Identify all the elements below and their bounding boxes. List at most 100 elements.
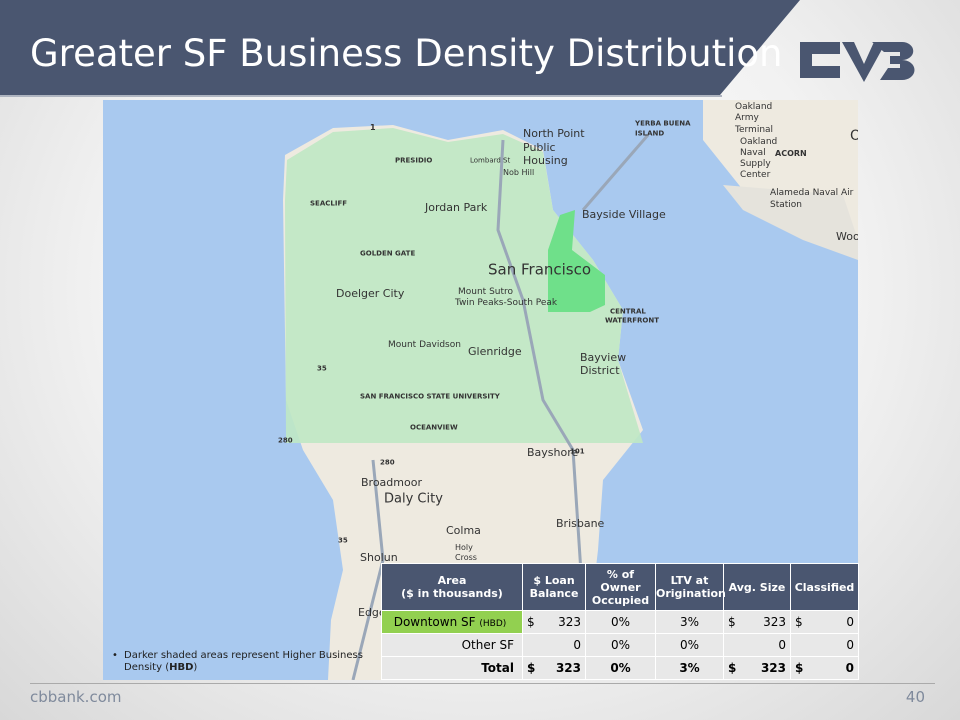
- amount: 0: [778, 638, 786, 652]
- value-cell: 3%: [655, 656, 724, 680]
- num: 0: [728, 638, 786, 652]
- map-label: Naval: [740, 148, 766, 158]
- map-label: Woodstoc: [836, 230, 858, 243]
- map-label: Oa: [850, 128, 858, 144]
- data-table: Area ($ in thousands) $ Loan Balance% of Own…: [381, 563, 859, 680]
- currency: $: [728, 661, 737, 675]
- map-label: Broadmoor: [361, 476, 422, 489]
- currency: $: [527, 661, 536, 675]
- map-label: Center: [740, 170, 771, 180]
- area-name: Other SF: [461, 638, 514, 652]
- amount: 0: [573, 638, 581, 652]
- map-label: YERBA BUENA: [634, 119, 691, 127]
- header-line: Avg. Size: [728, 580, 786, 594]
- map-label: Daly City: [384, 492, 443, 507]
- header-line: Occupied: [591, 593, 650, 607]
- map-label: Oakland: [735, 102, 772, 112]
- column-header: LTV at Origination: [655, 563, 726, 611]
- sf-area: [285, 128, 643, 443]
- map-label: SEACLIFF: [310, 199, 347, 207]
- map-label: 35: [338, 536, 348, 544]
- column-header: % of Owner Occupied: [585, 563, 656, 611]
- map-label: Bayview: [580, 351, 626, 364]
- value-cell: 0: [723, 633, 791, 657]
- currency: $: [795, 661, 804, 675]
- map-label: Bayside Village: [582, 208, 666, 221]
- map-label: PRESIDIO: [395, 156, 432, 164]
- alameda: [723, 185, 858, 260]
- value-cell: 0%: [585, 610, 656, 634]
- map-label: Station: [770, 200, 802, 210]
- amount: 323: [558, 615, 581, 629]
- logo: [800, 42, 915, 82]
- header-line: Classified: [794, 580, 855, 594]
- map-label: Oakland: [740, 137, 777, 147]
- amount: 323: [763, 615, 786, 629]
- map-label: North Point: [523, 127, 585, 140]
- map-label: 101: [570, 447, 585, 455]
- num: $0: [795, 615, 854, 629]
- value-cell: 0%: [585, 633, 656, 657]
- value-cell: $323: [723, 610, 791, 634]
- map-label: Sholun: [360, 551, 398, 564]
- map-label: Twin Peaks-South Peak: [454, 298, 558, 308]
- map-label: OCEANVIEW: [410, 423, 458, 431]
- cell-text: 0%: [610, 615, 631, 629]
- area-cell: Total: [381, 656, 523, 680]
- map-label: Brisbane: [556, 517, 605, 530]
- cell-text: 3%: [679, 615, 700, 629]
- value-cell: 0: [522, 633, 586, 657]
- map-label: Holy: [455, 543, 473, 552]
- area-name: Downtown SF: [393, 615, 476, 629]
- currency: $: [527, 615, 535, 629]
- value-cell: $0: [790, 610, 859, 634]
- map-label: Mount Davidson: [388, 340, 461, 350]
- num: $323: [527, 661, 581, 675]
- amount: 323: [555, 661, 581, 675]
- map-label: Cross: [455, 553, 477, 562]
- column-header: $ Loan Balance: [522, 563, 586, 611]
- map-label: Glenridge: [468, 345, 522, 358]
- amount: 323: [760, 661, 786, 675]
- map-label: Terminal: [734, 125, 773, 135]
- downtown-area: [548, 210, 605, 312]
- num: $323: [728, 615, 786, 629]
- area-cell: Downtown SF (HBD): [381, 610, 523, 634]
- header-line: Origination: [656, 587, 726, 600]
- value-cell: $323: [723, 656, 791, 680]
- map-label: CENTRAL: [610, 307, 646, 315]
- value-cell: $323: [522, 610, 586, 634]
- highway: [351, 459, 385, 680]
- note: • Darker shaded areas represent Higher Bu…: [112, 650, 363, 673]
- map-label: 280: [380, 458, 395, 466]
- area-name: Total: [481, 661, 514, 675]
- column-header: Avg. Size: [723, 563, 791, 611]
- amount: 0: [845, 661, 854, 675]
- column-header: Area ($ in thousands): [381, 563, 523, 611]
- map-label: 280: [278, 436, 293, 444]
- value-cell: $323: [522, 656, 586, 680]
- cell-text: 0%: [610, 638, 631, 652]
- map-label: Nob Hill: [503, 168, 534, 177]
- map-label: 1: [370, 123, 376, 132]
- footer-site: cbbank.com: [30, 688, 122, 706]
- map-label: Housing: [523, 154, 568, 167]
- value-cell: 0%: [585, 656, 656, 680]
- map-label: Colma: [446, 524, 481, 537]
- title-band: [0, 0, 800, 95]
- note-bold: HBD: [169, 662, 194, 673]
- map-label: Alameda Naval Air: [770, 188, 854, 198]
- map-label: Bayshore: [527, 446, 579, 459]
- cell-text: 0%: [679, 638, 700, 652]
- cell-text: 3%: [679, 661, 700, 675]
- map-label: SAN FRANCISCO STATE UNIVERSITY: [360, 392, 501, 400]
- map-label: Mount Sutro: [458, 287, 514, 297]
- area-tag: (HBD): [479, 619, 507, 629]
- currency: $: [728, 615, 736, 629]
- value-cell: 0: [790, 633, 859, 657]
- num: 0: [795, 638, 854, 652]
- value-cell: 3%: [655, 610, 724, 634]
- currency: $: [795, 615, 803, 629]
- header-line: Balance: [529, 587, 579, 600]
- num: $323: [527, 615, 581, 629]
